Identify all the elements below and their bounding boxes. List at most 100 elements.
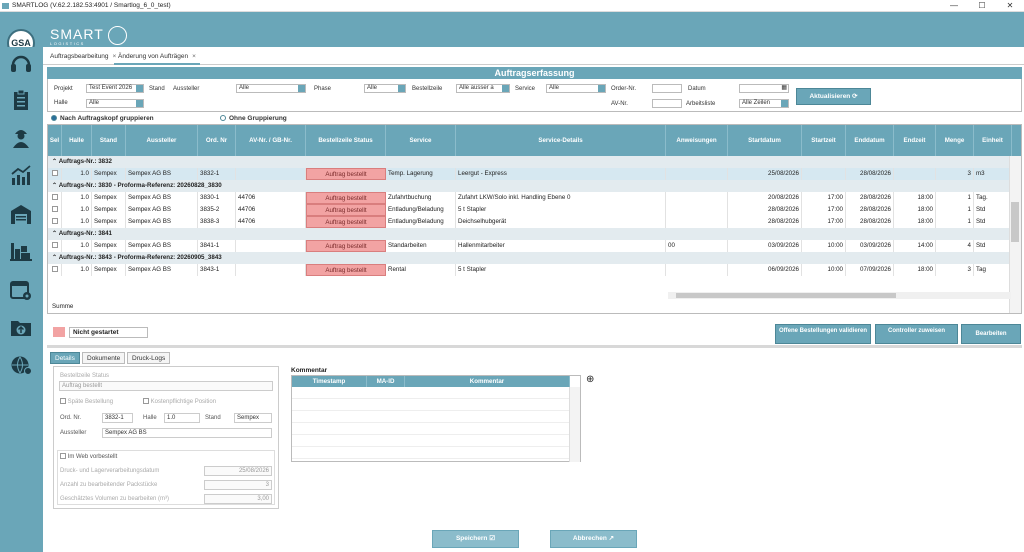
tab-details[interactable]: Details [50, 352, 80, 364]
table-cell: Tag [974, 264, 1012, 276]
datum-input[interactable]: ▦ [739, 84, 789, 93]
row-checkbox[interactable] [51, 266, 58, 272]
tab-dokumente[interactable]: Dokumente [82, 352, 126, 364]
tab-close-icon[interactable]: × [112, 53, 117, 60]
table-cell: 44706 [236, 216, 306, 228]
cancel-button[interactable]: Abbrechen ↗ [550, 530, 637, 548]
halle-detail-field: 1.0 [164, 413, 200, 423]
group-row[interactable]: ⌃ Auftrags-Nr.: 3843 - Proforma-Referenz… [48, 252, 1011, 264]
collapse-icon[interactable]: ⌃ [52, 254, 59, 261]
edit-button[interactable]: Bearbeiten [961, 324, 1021, 344]
no-grouping-radio[interactable]: Ohne Gruppierung [220, 115, 287, 122]
collapse-icon[interactable]: ⌃ [52, 158, 59, 165]
halle-select[interactable]: Alle [86, 99, 144, 108]
order-nr-input[interactable] [652, 84, 682, 93]
forklift-icon[interactable] [8, 240, 34, 262]
chart-icon[interactable] [8, 164, 34, 186]
column-header[interactable]: Einheit [974, 125, 1012, 156]
column-header[interactable]: AV-Nr. / GB-Nr. [236, 125, 306, 156]
refresh-button[interactable]: Aktualisieren ⟳ [796, 88, 871, 105]
col-ma-id[interactable]: MA-ID [367, 376, 405, 387]
av-nr-input[interactable] [652, 99, 682, 108]
column-header[interactable]: Sel [48, 125, 62, 156]
col-kommentar[interactable]: Kommentar [405, 376, 570, 387]
column-header[interactable]: Service-Details [456, 125, 666, 156]
table-row[interactable]: 1.0 Sempex Sempex AG BS 3830-1 44706 Auftrag … [48, 192, 1012, 204]
row-checkbox[interactable] [51, 206, 58, 212]
close-window-button[interactable]: ✕ [1006, 1, 1014, 10]
minimize-button[interactable]: — [950, 1, 958, 10]
table-cell: 03/09/2026 [846, 240, 894, 252]
column-header[interactable]: Bestellzeile Status [306, 125, 386, 156]
table-cell: 5 t Stapler [456, 204, 666, 216]
assign-controller-button[interactable]: Controller zuweisen [875, 324, 958, 344]
service-select[interactable]: Alle [546, 84, 606, 93]
grid-vertical-scrollbar[interactable] [1009, 156, 1021, 313]
table-row[interactable]: 1.0 Sempex Sempex AG BS 3835-2 44706 Auftrag … [48, 204, 1012, 216]
table-row[interactable]: 1.0 Sempex Sempex AG BS 3832-1 Auftrag beste… [48, 168, 1012, 180]
column-header[interactable]: Stand [92, 125, 126, 156]
column-header[interactable]: Endzeit [894, 125, 936, 156]
tab-aenderung-auftraege[interactable]: Änderung von Aufträgen × [114, 51, 200, 65]
collapse-icon[interactable]: ⌃ [52, 182, 59, 189]
column-header[interactable]: Ord. Nr [198, 125, 236, 156]
grid-horizontal-scrollbar[interactable] [668, 292, 1011, 299]
tab-auftragsbearbeitung[interactable]: Auftragsbearbeitung × [46, 51, 120, 65]
column-header[interactable]: Menge [936, 125, 974, 156]
maximize-button[interactable]: ☐ [978, 1, 986, 10]
column-header[interactable]: Startdatum [728, 125, 802, 156]
scrollbar-thumb[interactable] [1011, 202, 1019, 242]
table-cell: 1.0 [62, 192, 92, 204]
calendar-gear-icon[interactable] [8, 279, 34, 301]
group-by-header-radio[interactable]: Nach Auftragskopf gruppieren [51, 115, 154, 122]
save-button[interactable]: Speichern ☑ [432, 530, 519, 548]
row-checkbox[interactable] [51, 170, 58, 176]
cell-select[interactable] [48, 192, 62, 204]
row-checkbox[interactable] [51, 242, 58, 248]
col-timestamp[interactable]: Timestamp [292, 376, 367, 387]
cell-select[interactable] [48, 240, 62, 252]
clipboard-icon[interactable] [8, 89, 34, 111]
phase-select[interactable]: Alle [364, 84, 406, 93]
cell-select[interactable] [48, 168, 62, 180]
table-cell: 1.0 [62, 216, 92, 228]
aussteller-select[interactable]: Alle [236, 84, 306, 93]
row-checkbox[interactable] [51, 194, 58, 200]
tab-druck-logs[interactable]: Druck-Logs [127, 352, 171, 364]
stand-detail-field: Sempex [234, 413, 272, 423]
column-header[interactable]: Halle [62, 125, 92, 156]
table-row[interactable]: 1.0 Sempex Sempex AG BS 3843-1 Auftrag beste… [48, 264, 1012, 276]
column-header[interactable]: Anweisungen [666, 125, 728, 156]
tab-close-icon[interactable]: × [192, 53, 196, 60]
table-cell [666, 264, 728, 276]
group-row[interactable]: ⌃ Auftrags-Nr.: 3830 - Proforma-Referenz… [48, 180, 1011, 192]
column-header[interactable]: Enddatum [846, 125, 894, 156]
group-row[interactable]: ⌃ Auftrags-Nr.: 3832 [48, 156, 1011, 168]
cell-select[interactable] [48, 204, 62, 216]
column-header[interactable]: Aussteller [126, 125, 198, 156]
projekt-select[interactable]: Test Event 2026 [86, 84, 144, 93]
comment-scrollbar[interactable] [569, 387, 580, 462]
validate-open-orders-button[interactable]: Offene Bestellungen validieren [775, 324, 871, 344]
cell-select[interactable] [48, 264, 62, 276]
splitter[interactable] [47, 345, 1022, 348]
column-header[interactable]: Service [386, 125, 456, 156]
globe-gear-icon[interactable] [8, 354, 34, 376]
calendar-icon[interactable]: ▦ [781, 85, 787, 91]
group-row[interactable]: ⌃ Auftrags-Nr.: 3841 [48, 228, 1011, 240]
worker-icon[interactable] [8, 126, 34, 148]
cell-select[interactable] [48, 216, 62, 228]
arbeitsliste-select[interactable]: Alle Zeilen [739, 99, 789, 108]
bestellzeile-select[interactable]: Alle ausser a [456, 84, 510, 93]
warehouse-icon[interactable] [8, 203, 34, 225]
column-header[interactable]: Startzeit [802, 125, 846, 156]
headset-icon[interactable] [8, 52, 34, 74]
folder-upload-icon[interactable] [8, 316, 34, 338]
add-comment-icon[interactable]: ⊕ [586, 374, 595, 385]
row-checkbox[interactable] [51, 218, 58, 224]
web-ordered-checkbox[interactable]: Im Web vorbestellt [60, 453, 117, 460]
scrollbar-thumb[interactable] [676, 293, 896, 298]
collapse-icon[interactable]: ⌃ [52, 230, 59, 237]
table-row[interactable]: 1.0 Sempex Sempex AG BS 3838-3 44706 Auftrag … [48, 216, 1012, 228]
table-row[interactable]: 1.0 Sempex Sempex AG BS 3841-1 Auftrag beste… [48, 240, 1012, 252]
